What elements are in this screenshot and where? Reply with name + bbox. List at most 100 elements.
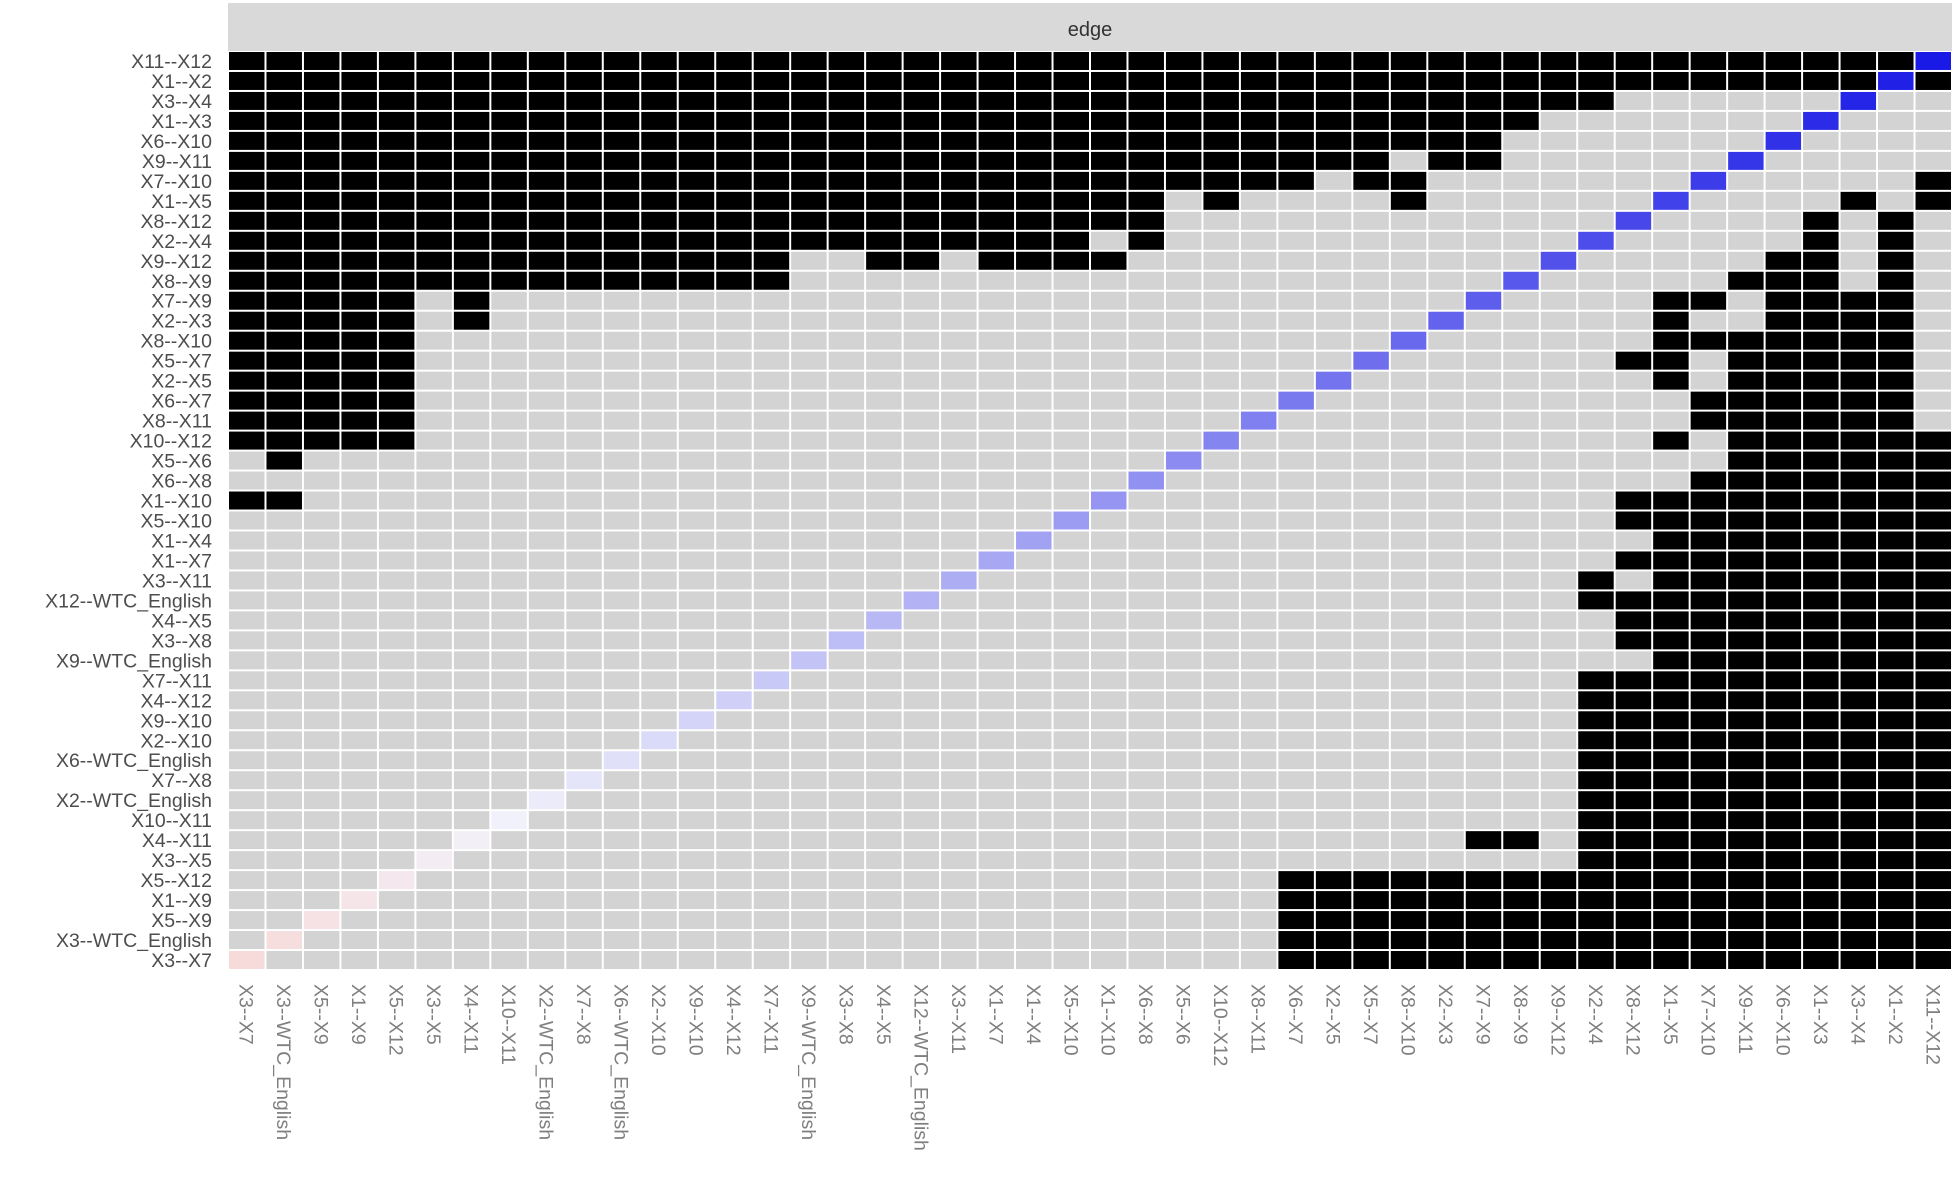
heatmap-cell <box>828 91 865 110</box>
heatmap-cell <box>716 491 752 510</box>
heatmap-cell <box>303 111 340 130</box>
heatmap-cell <box>641 211 677 230</box>
heatmap-cell <box>1540 851 1577 870</box>
heatmap-cell <box>378 311 415 330</box>
heatmap-cell <box>1240 311 1277 330</box>
facet-label: edge <box>1068 19 1113 41</box>
heatmap-cell <box>1128 771 1164 790</box>
heatmap-cell <box>903 351 940 370</box>
heatmap-cell <box>453 551 490 570</box>
heatmap-cell <box>791 551 827 570</box>
heatmap-cell <box>1728 771 1764 790</box>
heatmap-cell <box>528 491 565 510</box>
heatmap-cell <box>903 811 940 830</box>
heatmap-cell <box>791 411 827 430</box>
heatmap-cell <box>378 471 415 490</box>
heatmap-cell <box>866 951 902 969</box>
heatmap-cell <box>1503 871 1539 890</box>
heatmap-cell <box>1278 591 1314 610</box>
heatmap-cell <box>1053 431 1089 450</box>
heatmap-cell <box>1390 811 1427 830</box>
heatmap-cell <box>1428 891 1464 910</box>
heatmap-cell <box>1165 91 1202 110</box>
heatmap-cell <box>1915 111 1951 130</box>
heatmap-cell <box>791 731 827 750</box>
heatmap-cell <box>1240 551 1277 570</box>
heatmap-cell <box>941 471 977 490</box>
heatmap-cell <box>229 151 265 170</box>
heatmap-cell <box>566 731 602 750</box>
heatmap-cell <box>566 671 602 690</box>
heatmap-cell <box>378 911 415 930</box>
heatmap-cell <box>1803 371 1839 390</box>
heatmap-cell <box>903 471 940 490</box>
heatmap-cell <box>1803 52 1839 70</box>
heatmap-cell <box>1765 411 1802 430</box>
heatmap-cell <box>1540 151 1577 170</box>
heatmap-cell <box>1240 611 1277 630</box>
heatmap-cell <box>1128 591 1164 610</box>
y-tick-label: X3--X8 <box>151 630 212 652</box>
heatmap-cell <box>1540 231 1577 250</box>
heatmap-cell <box>641 411 677 430</box>
heatmap-cell <box>378 231 415 250</box>
heatmap-cell <box>1091 871 1127 890</box>
heatmap-cell <box>303 871 340 890</box>
heatmap-cell <box>1390 851 1427 870</box>
heatmap-cell <box>341 591 377 610</box>
heatmap-cell <box>1091 431 1127 450</box>
y-tick-label: X5--X10 <box>140 510 212 532</box>
heatmap-cell <box>303 811 340 830</box>
y-tick-label: X4--X11 <box>142 830 212 852</box>
heatmap-cell <box>1765 571 1802 590</box>
heatmap-cell <box>1165 851 1202 870</box>
heatmap-cell <box>1203 651 1239 670</box>
diagonal-cell <box>1765 131 1802 150</box>
heatmap-cell <box>1128 211 1164 230</box>
heatmap-cell <box>378 52 415 70</box>
y-tick-label: X12--WTC_English <box>45 590 212 612</box>
heatmap-cell <box>941 331 977 350</box>
heatmap-cell <box>1053 471 1089 490</box>
heatmap-cell <box>453 291 490 310</box>
heatmap-cell <box>1016 391 1052 410</box>
heatmap-cell <box>791 871 827 890</box>
heatmap-cell <box>678 511 715 530</box>
heatmap-cell <box>1278 831 1314 850</box>
heatmap-cell <box>1840 631 1877 650</box>
heatmap-cell <box>229 71 265 90</box>
heatmap-cell <box>866 411 902 430</box>
heatmap-cell <box>753 911 790 930</box>
heatmap-cell <box>716 451 752 470</box>
heatmap-cell <box>566 691 602 710</box>
heatmap-cell <box>1053 251 1089 270</box>
heatmap-cell <box>1315 451 1352 470</box>
facet-strip-group: edge <box>228 3 1952 51</box>
x-tick-label: X3--X4 <box>1846 984 1868 1045</box>
heatmap-cell <box>566 811 602 830</box>
heatmap-cell <box>1690 631 1727 650</box>
heatmap-cell <box>229 111 265 130</box>
heatmap-cell <box>1540 311 1577 330</box>
heatmap-cell <box>1615 52 1652 70</box>
diagonal-cell <box>1240 411 1277 430</box>
heatmap-cell <box>1803 151 1839 170</box>
heatmap-cell <box>378 891 415 910</box>
heatmap-cell <box>1278 471 1314 490</box>
heatmap-cell <box>1878 571 1914 590</box>
heatmap-cell <box>1240 671 1277 690</box>
heatmap-cell <box>1803 771 1839 790</box>
heatmap-cell <box>1503 151 1539 170</box>
heatmap-cell <box>1765 111 1802 130</box>
heatmap-cell <box>1016 331 1052 350</box>
heatmap-cell <box>453 771 490 790</box>
heatmap-cell <box>941 751 977 770</box>
heatmap-cell <box>566 491 602 510</box>
heatmap-cell <box>266 311 302 330</box>
heatmap-cell <box>1016 891 1052 910</box>
heatmap-cell <box>341 91 377 110</box>
heatmap-cell <box>378 731 415 750</box>
heatmap-cell <box>678 371 715 390</box>
heatmap-cell <box>491 711 527 730</box>
heatmap-cell <box>903 231 940 250</box>
